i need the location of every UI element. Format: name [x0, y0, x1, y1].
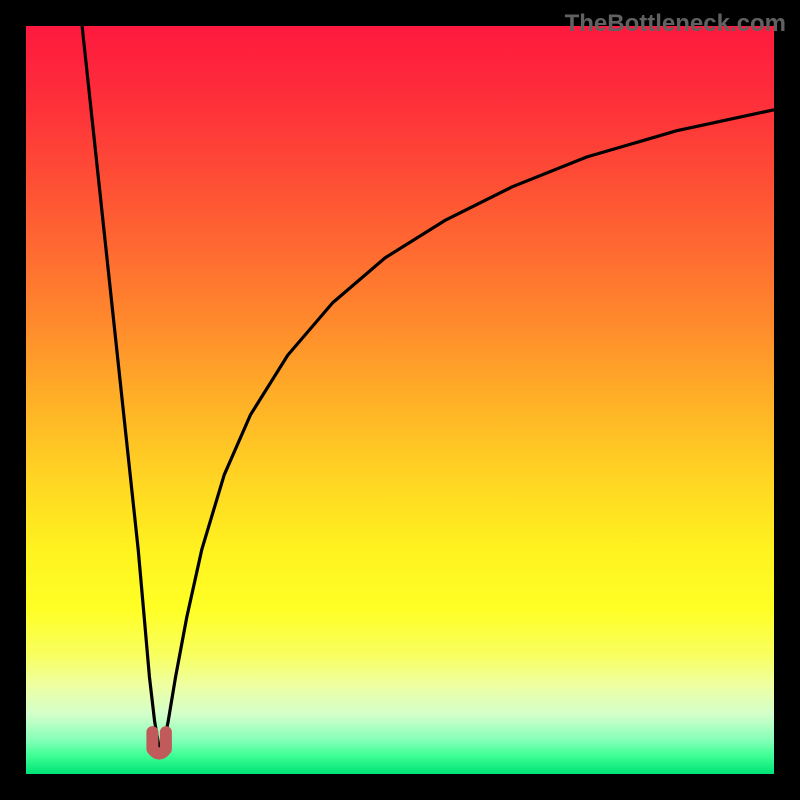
watermark-text: TheBottleneck.com	[565, 10, 786, 38]
chart-container: TheBottleneck.com	[0, 0, 800, 800]
chart-svg	[0, 0, 800, 800]
gradient-plot-area	[26, 26, 774, 774]
